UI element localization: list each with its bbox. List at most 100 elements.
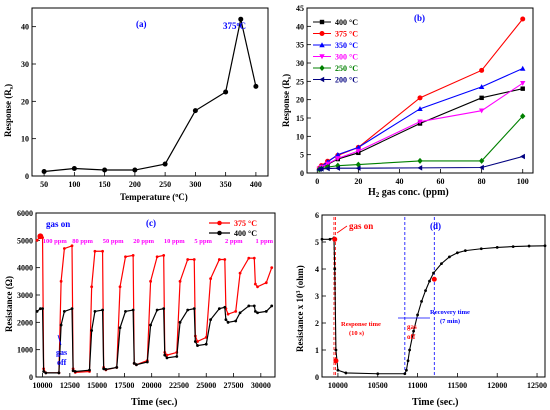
- data-point: [217, 307, 221, 311]
- y-tick-label: 30: [21, 60, 29, 69]
- panel-c-ylabel: Resistance (Ω): [4, 276, 14, 332]
- x-tick-label: 10000: [328, 381, 348, 390]
- x-tick-label: 10000: [33, 381, 53, 390]
- legend-label: 375 °C: [335, 30, 358, 39]
- legend-marker: [217, 220, 222, 226]
- x-tick-label: 80: [478, 177, 486, 186]
- data-point: [90, 329, 94, 332]
- panel-c-concentration-labels: 100 ppm 80 ppm 50 ppm 20 ppm 10 ppm 5 ppm 2 pp…: [43, 238, 274, 245]
- data-point: [204, 342, 208, 346]
- data-point: [38, 307, 42, 311]
- panel-d-gas-off-1: gas: [407, 323, 417, 331]
- data-point: [478, 84, 485, 90]
- y-tick-label: 1000: [17, 346, 33, 355]
- x-tick-label: 100: [517, 177, 529, 186]
- x-tick-label: 11000: [408, 381, 428, 390]
- data-point: [192, 307, 196, 311]
- data-point: [57, 371, 61, 375]
- data-point: [224, 318, 228, 321]
- concentration-label: 5 ppm: [194, 238, 212, 245]
- panel-d-response-time-2: (10 s): [349, 330, 364, 337]
- series-line: [36, 305, 273, 374]
- data-point: [118, 285, 122, 289]
- data-point: [247, 304, 251, 308]
- data-point: [455, 251, 459, 255]
- data-point: [520, 65, 526, 71]
- data-point: [135, 363, 138, 367]
- x-tick-label: 12500: [527, 381, 547, 390]
- legend-label: 300 °C: [335, 53, 358, 62]
- panel-b-frame: [306, 7, 534, 174]
- data-point: [432, 271, 435, 275]
- data-point: [252, 256, 256, 260]
- data-point: [223, 89, 229, 95]
- data-point: [131, 308, 135, 312]
- data-point: [520, 153, 525, 160]
- data-point: [62, 310, 66, 313]
- legend-label: 250 °C: [335, 64, 358, 73]
- x-tick-label: 10500: [368, 381, 388, 390]
- y-tick-label: 1: [315, 346, 319, 355]
- y-tick-label: 20: [21, 97, 29, 106]
- y-tick-label: 30: [296, 59, 304, 68]
- panel-c-gas-off-2: off: [57, 358, 67, 367]
- panel-b-legend: 400 °C 375 °C 350 °C 300 °C 250 °C 200 °C: [313, 18, 358, 85]
- x-tick-label: 350: [220, 180, 232, 189]
- y-tick-label: 45: [296, 4, 304, 13]
- data-point: [416, 313, 419, 317]
- response-point: [333, 358, 339, 364]
- data-point: [196, 344, 199, 347]
- data-point: [270, 304, 274, 308]
- data-point: [132, 167, 138, 173]
- data-point: [511, 245, 515, 248]
- x-tick-label: 30000: [251, 381, 271, 390]
- x-tick-label: 60: [437, 177, 445, 186]
- data-point: [35, 238, 39, 242]
- data-point: [71, 166, 77, 172]
- y-tick-label: 5: [315, 238, 319, 247]
- data-point: [316, 166, 322, 173]
- data-point: [495, 246, 499, 249]
- data-point: [543, 244, 547, 248]
- data-point: [405, 368, 408, 372]
- y-tick-label: 15: [296, 114, 304, 123]
- data-point: [417, 95, 423, 101]
- data-point: [417, 157, 423, 164]
- data-point: [256, 311, 259, 315]
- y-tick-label: 25: [296, 77, 304, 86]
- data-point: [163, 353, 167, 357]
- x-tick-label: 27500: [224, 381, 244, 390]
- data-point: [448, 255, 451, 259]
- data-point: [104, 367, 108, 371]
- data-point: [335, 151, 341, 157]
- x-tick-label: 12000: [487, 381, 507, 390]
- data-point: [162, 253, 166, 257]
- data-point: [355, 165, 361, 171]
- data-point: [131, 253, 135, 257]
- data-point: [102, 367, 106, 371]
- gas-on-point: [37, 233, 44, 240]
- panel-d-gas-off-2: off: [407, 333, 416, 341]
- data-point: [406, 359, 410, 363]
- data-point: [234, 319, 238, 323]
- panel-d-ylabel: Resistance x 103 (ohm): [295, 265, 305, 352]
- data-point: [417, 119, 423, 125]
- data-point: [238, 16, 244, 22]
- x-tick-label: 12500: [60, 381, 80, 390]
- legend-marker: [217, 230, 222, 236]
- data-point: [88, 368, 91, 372]
- y-tick-label: 6: [315, 211, 319, 220]
- data-point: [192, 108, 198, 114]
- data-point: [264, 310, 268, 313]
- data-point: [335, 165, 341, 171]
- panel-d: 10000 10500 11000 11500 12000 12500 0 1 2 3 4 5 6 (d…: [295, 211, 547, 408]
- data-point: [520, 113, 526, 120]
- legend-label: 375 °C: [234, 219, 257, 228]
- data-point: [44, 371, 48, 375]
- data-point: [238, 271, 242, 275]
- panel-c: 10000 12500 15000 17500 20000 22500 25000 27500…: [4, 209, 276, 408]
- panel-d-response-time-1: Response time: [341, 321, 381, 328]
- panel-b-xlabel: H2 gas conc. (ppm): [368, 187, 449, 199]
- panel-a-ylabel: Response (Rs): [3, 84, 15, 137]
